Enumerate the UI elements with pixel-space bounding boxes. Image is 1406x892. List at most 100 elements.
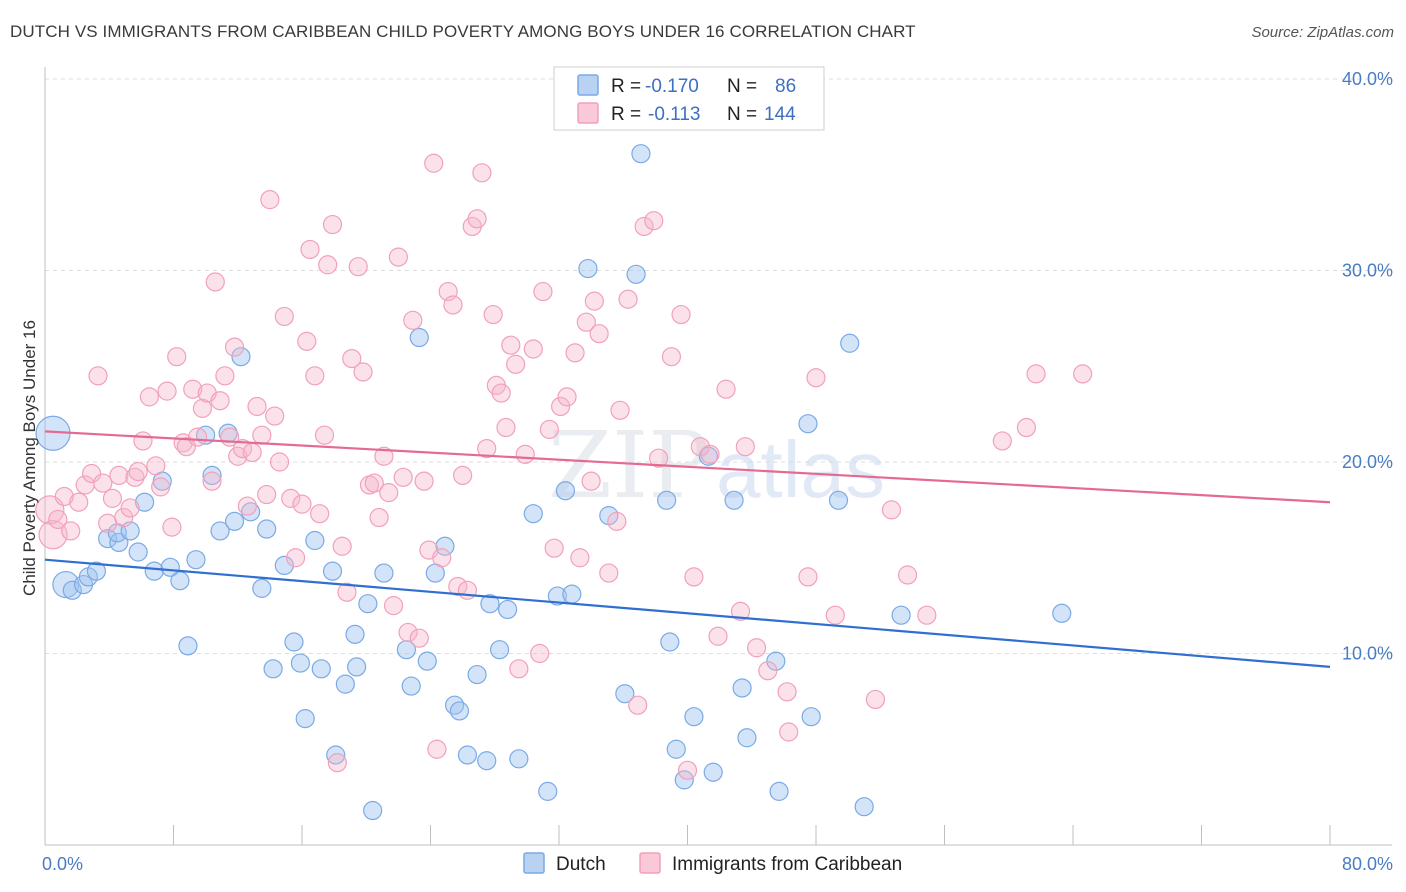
data-point [746, 638, 767, 658]
correlation-legend: R = -0.170 N = 86 R = -0.113 N = 144 [553, 66, 825, 131]
data-point [393, 467, 413, 487]
legend-bottom-label-dutch: Dutch [556, 854, 606, 875]
data-point [284, 632, 304, 652]
data-point [472, 163, 492, 183]
data-point [703, 762, 723, 782]
data-point [98, 528, 118, 549]
data-point [684, 707, 704, 727]
data-point [690, 437, 710, 457]
data-point [318, 255, 338, 275]
trend-lines [44, 430, 1331, 669]
data-point [342, 348, 362, 369]
data-point [570, 548, 590, 568]
y-axis-label: Child Poverty Among Boys Under 16 [20, 320, 39, 596]
data-point [501, 335, 521, 355]
data-point [192, 398, 213, 418]
data-point [128, 542, 148, 562]
data-point [449, 701, 470, 721]
data-point [133, 431, 153, 451]
data-point [183, 379, 203, 399]
data-point [241, 502, 261, 522]
legend-r-value-2: -0.113 [648, 104, 700, 125]
data-point [506, 354, 526, 374]
data-point [162, 517, 182, 537]
data-point [483, 304, 503, 325]
y-tick-label: 30.0% [1342, 261, 1393, 281]
y-tick-label: 20.0% [1342, 452, 1393, 472]
data-point [628, 695, 648, 715]
data-point [260, 190, 280, 210]
data-point [806, 368, 826, 388]
data-point [584, 291, 604, 311]
data-point [310, 504, 330, 524]
data-point [242, 442, 262, 463]
legend-swatch-dutch [577, 74, 599, 96]
tick-labels: 10.0% 20.0% 30.0% 40.0% 0.0% 80.0% [42, 69, 1393, 874]
data-point [139, 387, 160, 407]
data-point [854, 797, 874, 817]
data-point [125, 467, 145, 487]
data-point [146, 456, 166, 476]
data-point [311, 659, 331, 679]
data-point [648, 448, 669, 468]
data-point [202, 471, 222, 491]
data-point [467, 664, 487, 685]
data-point [489, 640, 510, 660]
data-point [610, 400, 630, 420]
data-point [305, 530, 325, 551]
series-caribbean [35, 153, 1093, 780]
data-point [496, 417, 516, 438]
data-point [374, 563, 394, 583]
data-point [758, 661, 778, 681]
legend-r-label-2: R = [611, 104, 641, 125]
legend-bottom-swatch-caribbean [639, 852, 661, 874]
data-point [881, 500, 902, 520]
data-point [202, 465, 222, 486]
legend-n-value-1: 86 [775, 76, 796, 97]
data-point [769, 781, 789, 801]
data-point [322, 214, 343, 235]
data-point [358, 594, 378, 614]
data-point [677, 760, 698, 780]
legend-n-value-2: 144 [764, 104, 796, 125]
data-point [305, 366, 325, 386]
data-point [666, 739, 686, 759]
data-point [62, 580, 82, 600]
data-point [205, 272, 225, 292]
data-point [840, 333, 860, 353]
data-point [644, 211, 664, 231]
data-point [274, 306, 294, 327]
data-point [134, 492, 155, 512]
data-point [170, 571, 190, 591]
data-point [515, 444, 535, 464]
data-point [453, 465, 473, 486]
trend-line-dutch [44, 558, 1331, 669]
data-point [539, 419, 559, 440]
data-point [766, 651, 786, 671]
data-point [661, 347, 682, 367]
data-point [443, 295, 463, 315]
data-point [364, 473, 384, 493]
data-point [363, 800, 383, 821]
data-point [401, 676, 421, 696]
data-point [917, 605, 937, 625]
data-point [388, 247, 408, 267]
data-point [615, 684, 635, 704]
data-point [724, 490, 744, 510]
data-point [409, 327, 429, 348]
data-point [1016, 417, 1037, 438]
data-point [252, 425, 272, 445]
y-tick-label: 10.0% [1342, 644, 1393, 664]
data-point [210, 391, 230, 411]
data-point [290, 653, 310, 673]
data-point [551, 396, 571, 417]
data-point [274, 555, 294, 576]
data-point [237, 496, 257, 516]
data-point [435, 536, 455, 556]
data-point [109, 532, 129, 553]
data-point [263, 659, 283, 679]
data-point [578, 258, 598, 279]
data-point [607, 511, 627, 531]
data-point [865, 689, 886, 710]
